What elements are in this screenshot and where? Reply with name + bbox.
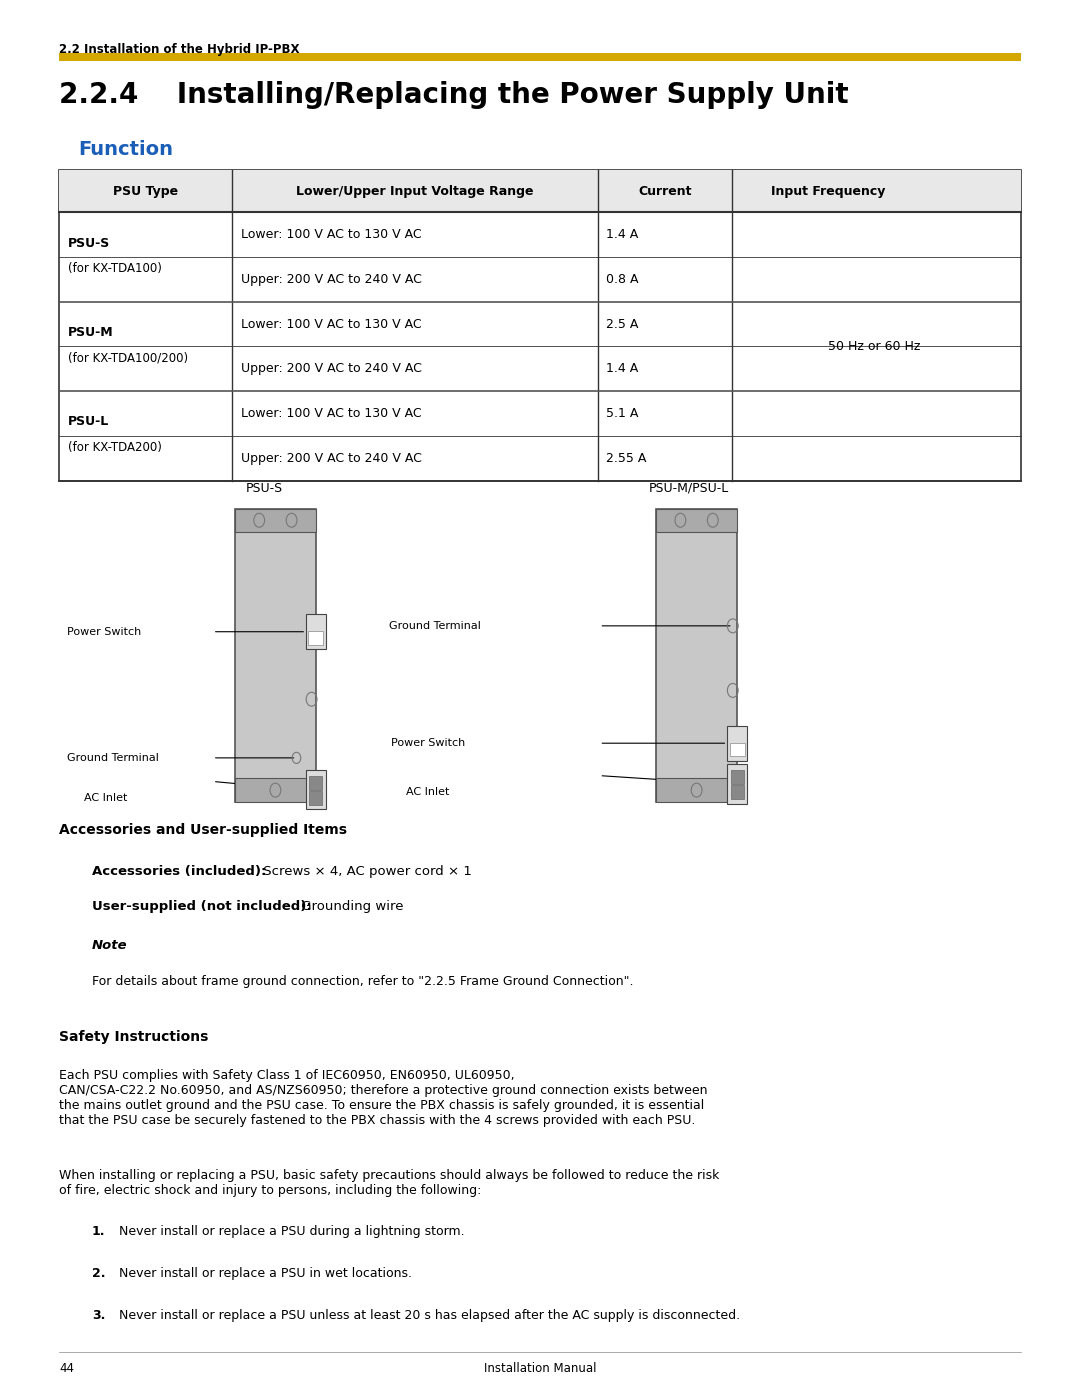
- Text: Lower: 100 V AC to 130 V AC: Lower: 100 V AC to 130 V AC: [241, 317, 421, 331]
- Text: Accessories (included):: Accessories (included):: [92, 865, 266, 877]
- Text: 5.1 A: 5.1 A: [606, 407, 638, 420]
- Text: Accessories and User-supplied Items: Accessories and User-supplied Items: [59, 823, 348, 837]
- Text: PSU-M/PSU-L: PSU-M/PSU-L: [649, 482, 729, 495]
- Text: Upper: 200 V AC to 240 V AC: Upper: 200 V AC to 240 V AC: [241, 451, 422, 465]
- Text: Input Frequency: Input Frequency: [771, 184, 886, 198]
- Text: Power Switch: Power Switch: [391, 738, 465, 749]
- Text: Screws × 4, AC power cord × 1: Screws × 4, AC power cord × 1: [259, 865, 472, 877]
- Text: Ground Terminal: Ground Terminal: [67, 753, 159, 763]
- Text: Note: Note: [92, 939, 127, 951]
- Bar: [235, 509, 315, 802]
- FancyBboxPatch shape: [59, 170, 1021, 212]
- Text: Installation Manual: Installation Manual: [484, 1362, 596, 1375]
- Text: Lower/Upper Input Voltage Range: Lower/Upper Input Voltage Range: [296, 184, 534, 198]
- Text: PSU-M: PSU-M: [68, 326, 113, 339]
- Text: Never install or replace a PSU in wet locations.: Never install or replace a PSU in wet lo…: [119, 1267, 411, 1280]
- Text: 44: 44: [59, 1362, 75, 1375]
- Text: 1.4 A: 1.4 A: [606, 362, 638, 376]
- Text: 1.: 1.: [92, 1225, 106, 1238]
- FancyBboxPatch shape: [59, 170, 1021, 481]
- Text: (for KX-TDA100): (for KX-TDA100): [68, 261, 162, 275]
- Text: When installing or replacing a PSU, basic safety precautions should always be fo: When installing or replacing a PSU, basi…: [59, 1169, 719, 1197]
- Text: 2.2.4    Installing/Replacing the Power Supply Unit: 2.2.4 Installing/Replacing the Power Sup…: [59, 81, 849, 109]
- Bar: [728, 726, 747, 761]
- Text: User-supplied (not included):: User-supplied (not included):: [92, 900, 311, 912]
- Text: PSU Type: PSU Type: [113, 184, 178, 198]
- Text: 2.2 Installation of the Hybrid IP-PBX: 2.2 Installation of the Hybrid IP-PBX: [59, 43, 300, 56]
- Bar: [657, 778, 737, 802]
- Text: 3.: 3.: [92, 1309, 105, 1322]
- Bar: [730, 770, 744, 784]
- Bar: [235, 509, 315, 532]
- Text: 50 Hz or 60 Hz: 50 Hz or 60 Hz: [828, 339, 921, 353]
- Text: AC Inlet: AC Inlet: [406, 788, 449, 798]
- Bar: [309, 791, 322, 805]
- Bar: [728, 764, 747, 803]
- Text: Upper: 200 V AC to 240 V AC: Upper: 200 V AC to 240 V AC: [241, 362, 422, 376]
- Text: For details about frame ground connection, refer to "2.2.5 Frame Ground Connecti: For details about frame ground connectio…: [92, 975, 633, 988]
- Bar: [730, 785, 744, 799]
- Text: 2.: 2.: [92, 1267, 106, 1280]
- Text: Ground Terminal: Ground Terminal: [389, 620, 481, 631]
- Text: Never install or replace a PSU unless at least 20 s has elapsed after the AC sup: Never install or replace a PSU unless at…: [119, 1309, 740, 1322]
- Text: Power Switch: Power Switch: [67, 627, 141, 637]
- Text: PSU-S: PSU-S: [246, 482, 283, 495]
- Text: PSU-S: PSU-S: [68, 236, 110, 250]
- Text: 2.5 A: 2.5 A: [606, 317, 638, 331]
- Text: AC Inlet: AC Inlet: [84, 793, 127, 803]
- Bar: [657, 509, 737, 802]
- Text: Lower: 100 V AC to 130 V AC: Lower: 100 V AC to 130 V AC: [241, 228, 421, 242]
- Text: (for KX-TDA200): (for KX-TDA200): [68, 440, 162, 454]
- FancyBboxPatch shape: [59, 53, 1021, 61]
- Text: Current: Current: [638, 184, 691, 198]
- Bar: [730, 743, 745, 757]
- Text: PSU-L: PSU-L: [68, 415, 109, 429]
- Text: Each PSU complies with Safety Class 1 of IEC60950, EN60950, UL60950,
CAN/CSA-C22: Each PSU complies with Safety Class 1 of…: [59, 1069, 707, 1127]
- Text: Lower: 100 V AC to 130 V AC: Lower: 100 V AC to 130 V AC: [241, 407, 421, 420]
- Bar: [307, 615, 326, 650]
- Bar: [235, 778, 315, 802]
- Bar: [657, 509, 737, 532]
- Text: Upper: 200 V AC to 240 V AC: Upper: 200 V AC to 240 V AC: [241, 272, 422, 286]
- Text: 2.55 A: 2.55 A: [606, 451, 647, 465]
- Bar: [309, 631, 324, 645]
- Text: (for KX-TDA100/200): (for KX-TDA100/200): [68, 351, 188, 365]
- Text: 0.8 A: 0.8 A: [606, 272, 638, 286]
- Text: Safety Instructions: Safety Instructions: [59, 1030, 208, 1044]
- Text: Grounding wire: Grounding wire: [297, 900, 404, 912]
- Text: Never install or replace a PSU during a lightning storm.: Never install or replace a PSU during a …: [119, 1225, 464, 1238]
- Bar: [309, 775, 322, 789]
- Bar: [307, 770, 326, 809]
- Text: 1.4 A: 1.4 A: [606, 228, 638, 242]
- Text: Function: Function: [78, 140, 173, 159]
